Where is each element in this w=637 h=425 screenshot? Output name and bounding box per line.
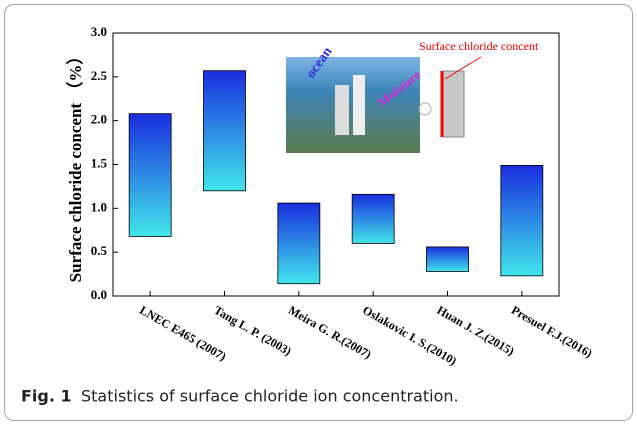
concrete [442, 70, 465, 138]
chart: ocean Moisture Surface chloride concent … [5, 24, 632, 420]
annotation: Surface chloride concent [419, 39, 539, 53]
y-tick-label: 3.0 [91, 24, 107, 39]
building [335, 85, 349, 135]
caption: Statistics of surface chloride ion conce… [81, 387, 459, 406]
caption-bg [5, 377, 632, 420]
x-tick-label: Presuel F.J.(2016) [509, 303, 595, 361]
y-tick-label: 1.0 [91, 199, 107, 214]
caption-label: Fig. 1 [21, 387, 72, 406]
bar [500, 164, 544, 277]
x-tick-label: Meira G. R.(2007) [286, 303, 374, 362]
bar [426, 246, 469, 272]
y-tick-label: 2.0 [91, 112, 107, 127]
y-tick-label: 1.5 [91, 155, 108, 170]
pointer [444, 56, 482, 80]
bar [203, 70, 246, 192]
droplet [418, 102, 432, 116]
y-axis-label: Surface chloride concent （%） [65, 48, 85, 283]
y-tick-label: 2.5 [91, 68, 108, 83]
inset [286, 56, 482, 153]
figure-frame: ocean Moisture Surface chloride concent … [4, 4, 633, 421]
bar [128, 113, 172, 237]
building [353, 75, 365, 135]
y-tick-label: 0.5 [91, 243, 108, 258]
y-tick-label: 0.0 [91, 287, 107, 302]
bar [277, 202, 321, 285]
bar [351, 193, 395, 244]
